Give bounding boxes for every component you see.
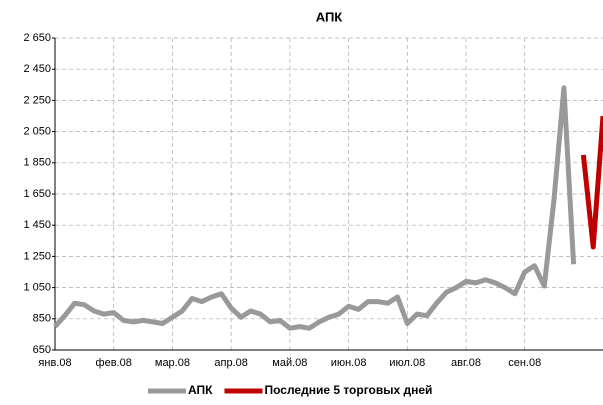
y-tick-label: 2 050 (23, 126, 51, 138)
y-tick-label: 850 (33, 313, 51, 325)
y-tick-label: 1 050 (23, 282, 51, 294)
y-tick-label: 2 250 (23, 94, 51, 106)
legend: АПК Последние 5 торговых дней (148, 383, 432, 397)
x-tick-label: июн.08 (331, 357, 367, 369)
x-tick-label: апр.08 (214, 357, 247, 369)
y-tick-label: 2 650 (23, 32, 51, 44)
x-tick-label: янв.08 (38, 357, 71, 369)
series-line (580, 115, 603, 250)
y-tick-label: 650 (33, 344, 51, 356)
y-tick-label: 1 250 (23, 250, 51, 262)
legend-label: АПК (188, 383, 213, 397)
x-tick-label: фев.08 (96, 357, 132, 369)
y-tick-label: 2 450 (23, 63, 51, 75)
x-tick-label: мар.08 (155, 357, 190, 369)
y-tick-label: 1 650 (23, 188, 51, 200)
x-tick-label: июл.08 (389, 357, 425, 369)
chart-title: АПК (316, 9, 343, 24)
x-tick-label: май.08 (272, 357, 307, 369)
x-tick-label: авг.08 (451, 357, 481, 369)
x-tick-label: сен.08 (508, 357, 541, 369)
series-line (53, 85, 577, 331)
y-tick-label: 1 850 (23, 157, 51, 169)
legend-label: Последние 5 торговых дней (264, 383, 432, 397)
y-tick-label: 1 450 (23, 219, 51, 231)
